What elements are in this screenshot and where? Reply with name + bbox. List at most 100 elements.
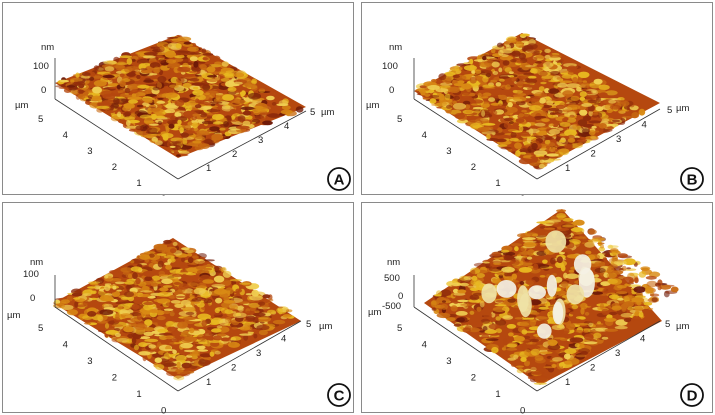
surface-texture-speck (561, 74, 573, 79)
surface-granule (566, 284, 585, 305)
surface-texture-speck (572, 231, 585, 235)
surface-texture-speck (248, 92, 262, 100)
surface-texture-speck (498, 76, 510, 79)
surface-texture-speck (124, 116, 135, 121)
surface-texture-speck (498, 103, 503, 108)
surface-texture-speck (499, 263, 509, 267)
surface-texture-speck (495, 319, 507, 326)
surface-texture-speck (225, 74, 236, 77)
surface-texture-speck (281, 105, 291, 110)
surface-texture-speck (596, 96, 601, 103)
surface-texture-speck (519, 281, 525, 285)
surface-texture-speck (597, 242, 605, 245)
surface-texture-speck (542, 61, 554, 69)
surface-texture-speck (158, 332, 173, 336)
surface-texture-speck (141, 285, 150, 292)
y-axis-a (54, 98, 179, 180)
surface-texture-speck (513, 335, 525, 342)
surface-texture-speck (201, 320, 207, 327)
axis-tick-label: 2 (112, 162, 117, 173)
surface-texture-speck (189, 56, 198, 62)
surface-texture-speck (510, 59, 517, 63)
surface-texture-speck (557, 148, 570, 153)
axis-tick-label: 3 (258, 135, 263, 146)
axis-tick-label: 1 (495, 389, 500, 400)
surface-texture-speck (159, 287, 169, 292)
surface-texture-speck (115, 62, 129, 66)
surface-texture-speck (545, 82, 555, 87)
surface-texture-speck (273, 319, 286, 325)
surface-texture-speck (136, 74, 141, 80)
surface-texture-speck (528, 75, 537, 79)
surface-texture-speck (196, 130, 210, 136)
surface-texture-speck (151, 113, 158, 120)
surface-texture-speck (434, 294, 442, 297)
surface-texture-speck (212, 121, 224, 125)
surface-texture-speck (539, 275, 546, 278)
surface-texture-speck (206, 66, 216, 73)
surface-texture-speck (505, 91, 511, 96)
surface-texture-speck (177, 66, 191, 72)
left-axis-ticks: 5 4 3 2 1 0 (38, 114, 166, 196)
surface-texture-speck (456, 317, 465, 323)
surface-texture-speck (518, 133, 531, 137)
surface-texture-speck (525, 358, 533, 362)
surface-texture-speck (488, 97, 496, 102)
z-tick-label: 500 (384, 273, 400, 284)
xy-unit-label-right: µm (321, 107, 334, 118)
surface-texture-speck (134, 323, 148, 331)
surface-texture-speck (509, 121, 514, 125)
surface-texture-speck (145, 93, 158, 97)
surface-texture-speck (275, 306, 284, 309)
surface-texture-speck (181, 362, 192, 369)
surface-granule (537, 323, 552, 339)
surface-granule (573, 254, 592, 275)
surface-texture-speck (446, 295, 453, 298)
surface-texture-speck (174, 303, 184, 308)
surface-texture-speck (113, 97, 120, 105)
surface-texture-speck (208, 340, 222, 343)
surface-texture-speck (595, 106, 604, 112)
surface-texture-speck (519, 320, 534, 328)
surface-texture-speck (271, 102, 277, 106)
surface-texture-speck (187, 253, 193, 257)
surface-texture-speck (182, 82, 192, 89)
surface-texture-speck (422, 97, 430, 100)
surface-texture-speck (543, 227, 556, 230)
surface-texture-speck (542, 255, 550, 260)
surface-texture-speck (518, 113, 525, 118)
surface-texture-speck (199, 256, 206, 259)
surface-texture-speck (539, 159, 545, 164)
surface-texture-speck (525, 78, 538, 84)
z-tick-label: 100 (33, 61, 49, 72)
surface-texture-speck (551, 324, 565, 331)
surface-texture-speck (622, 276, 634, 284)
surface-texture-speck (162, 285, 173, 288)
surface-texture-speck (154, 115, 166, 119)
surface-texture-speck (232, 312, 247, 318)
surface-texture-speck (539, 104, 544, 108)
surface-texture-speck (77, 93, 86, 100)
surface-texture-speck (479, 330, 485, 333)
surface-texture-speck (114, 332, 121, 338)
surface-texture-speck (93, 80, 107, 87)
surface-texture-speck (510, 131, 517, 139)
surface-texture-speck (242, 120, 251, 126)
surface-texture-speck (638, 108, 646, 116)
surface-texture-speck (582, 124, 595, 128)
surface-texture-speck (568, 269, 575, 273)
surface-texture-speck (203, 267, 213, 271)
surface-texture-speck (167, 115, 178, 121)
surface-texture-speck (604, 328, 619, 332)
surface-texture-speck (511, 50, 521, 57)
z-tick-label: 100 (23, 269, 39, 280)
surface-texture-speck (242, 110, 252, 116)
surface-texture-speck (170, 300, 181, 304)
afm-plot-a: nm 100 0 µm µm 5 4 3 2 1 0 1 2 3 4 5 A (15, 34, 351, 196)
surface-texture-speck (635, 292, 644, 297)
surface-texture-speck (429, 98, 437, 104)
surface-granule (546, 274, 557, 297)
axis-tick-label: 3 (446, 356, 451, 367)
surface-texture-speck (530, 348, 540, 356)
surface-texture-speck (507, 311, 518, 316)
